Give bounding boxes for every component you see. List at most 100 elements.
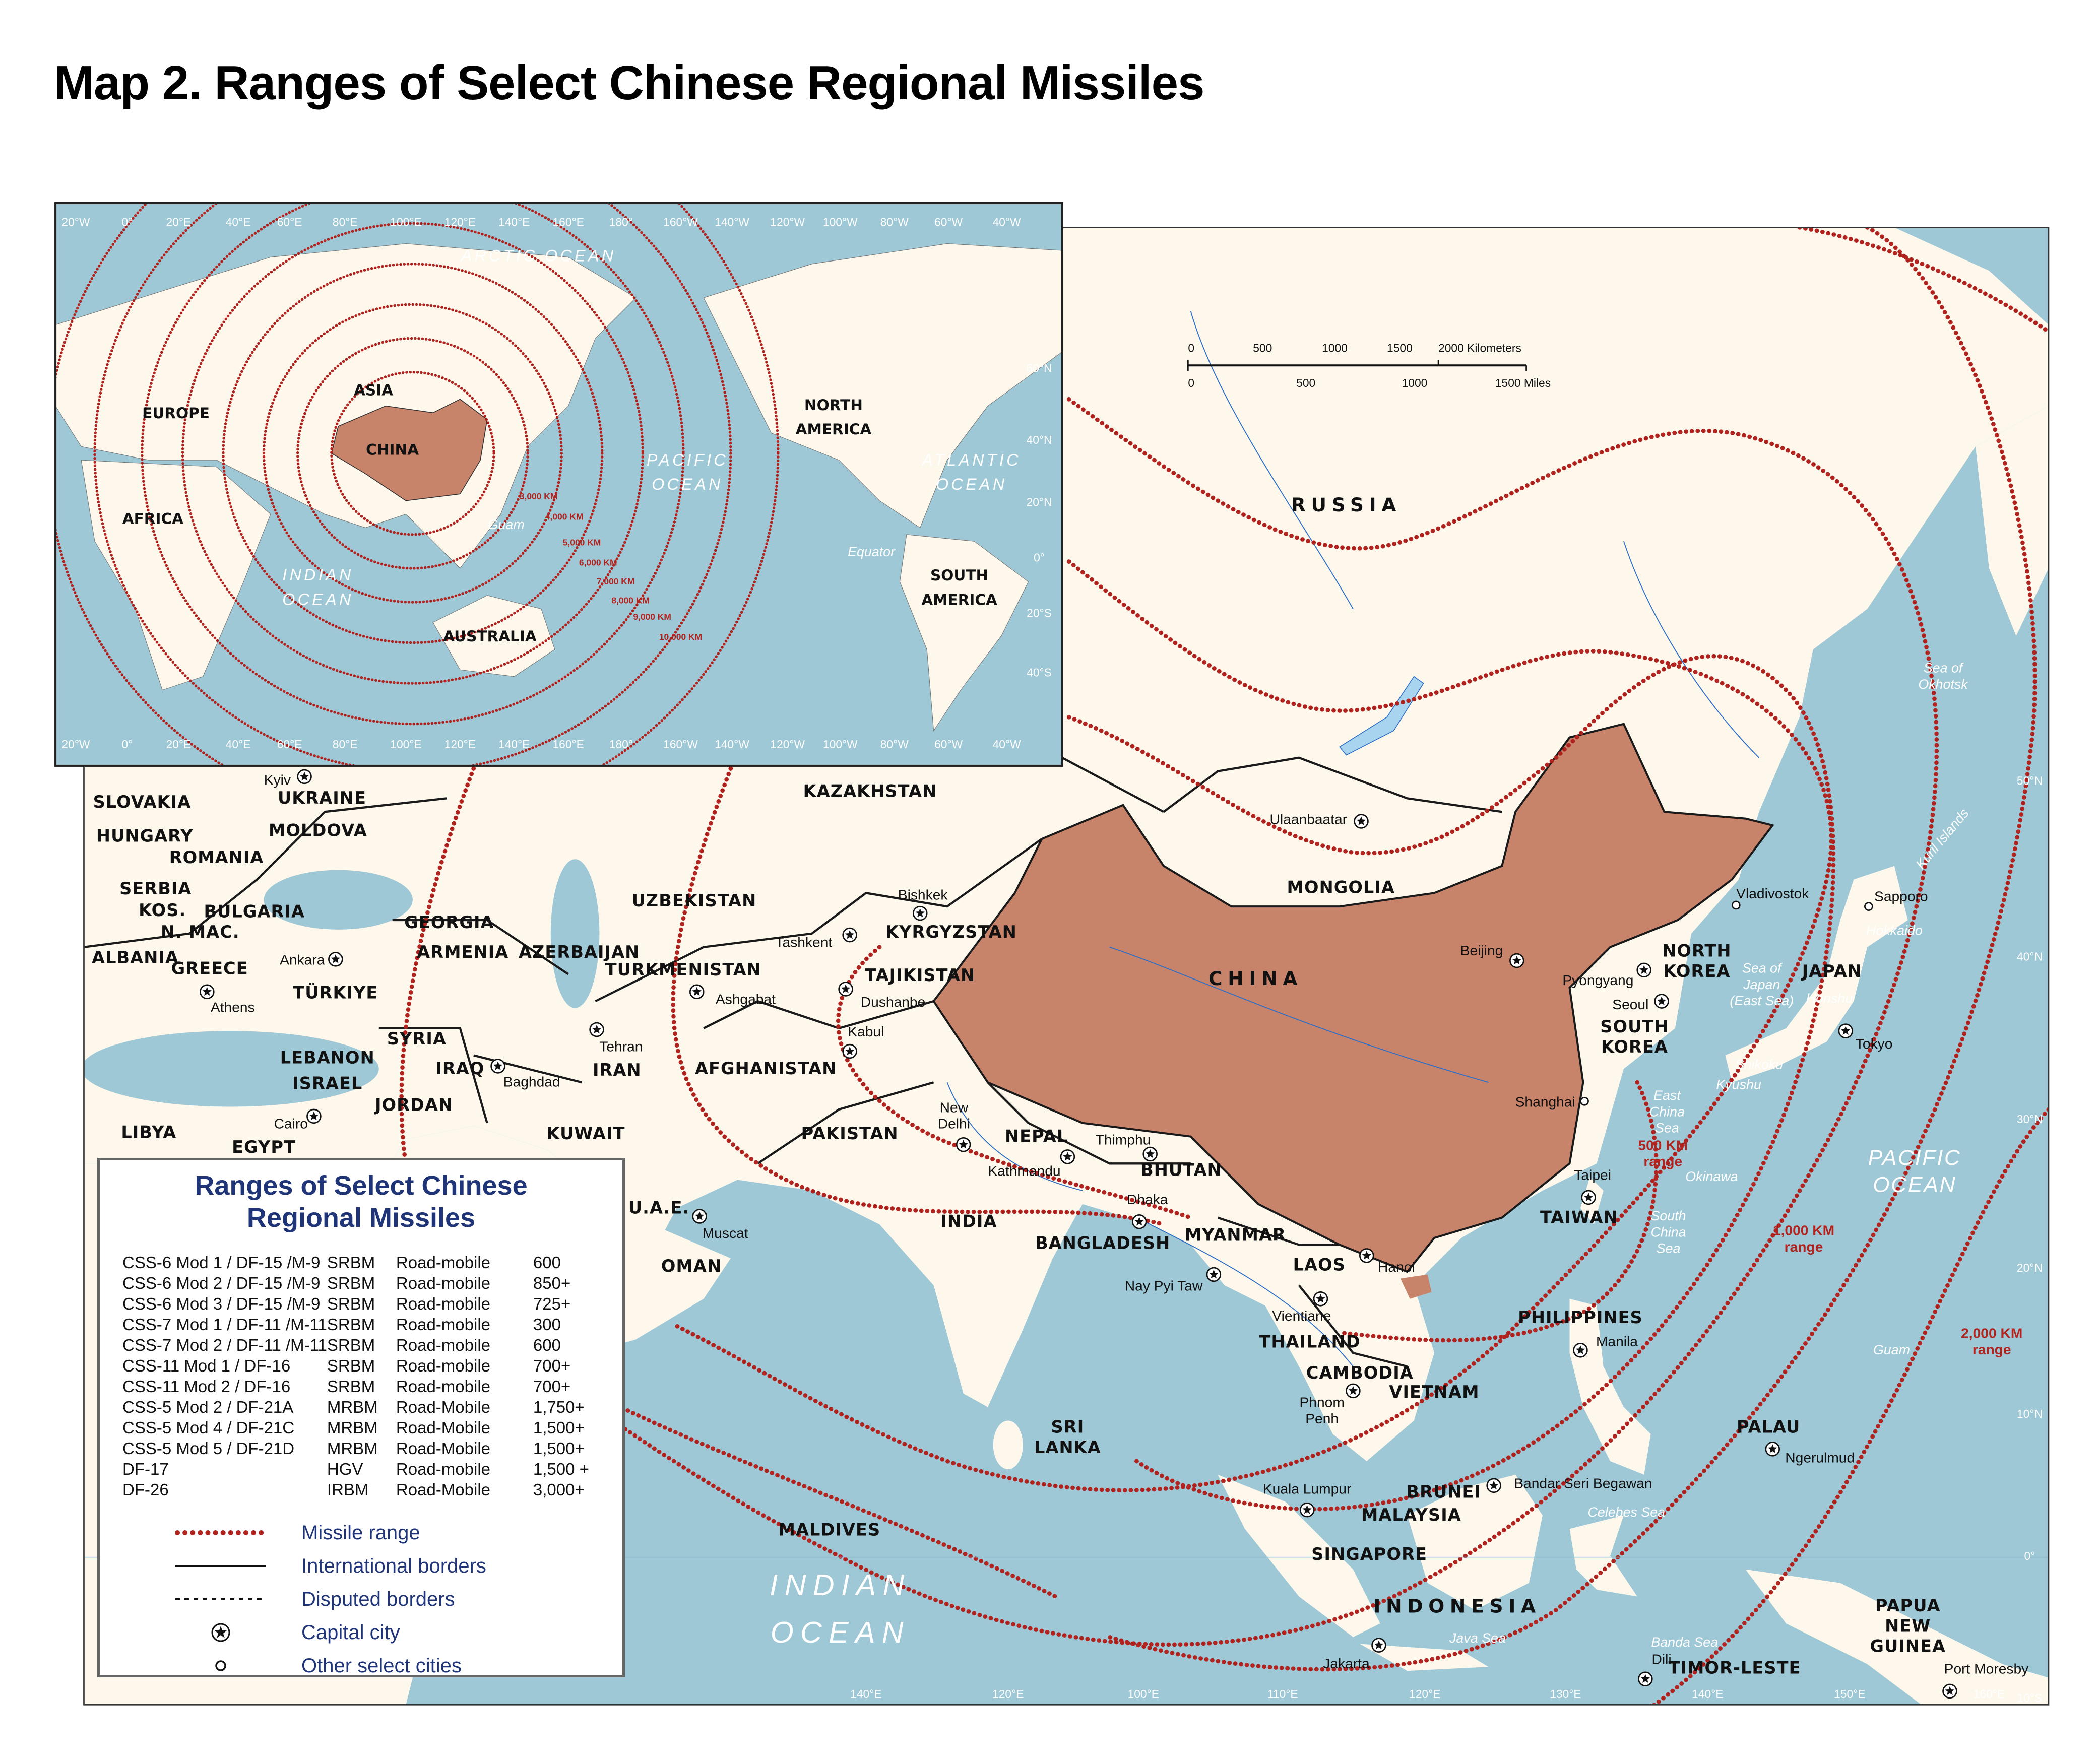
lake-baikal xyxy=(1339,676,1424,756)
city-circle-icon xyxy=(1731,900,1741,910)
legend-title: Ranges of Select Chinese Regional Missile… xyxy=(100,1169,622,1234)
inset-longitude-tick: 60°E xyxy=(277,216,302,229)
inset-longitude-tick: 60°W xyxy=(934,216,963,229)
legend-key-label: Missile range xyxy=(301,1521,420,1544)
inset-latitude-tick: 0° xyxy=(1034,551,1045,564)
missile-row: CSS-6 Mod 2 / DF-15 /M-9 SRBM Road-mobile 8… xyxy=(122,1273,589,1293)
missile-name: CSS-6 Mod 2 / DF-15 /M-9 xyxy=(122,1274,321,1292)
country-label: EGYPT xyxy=(232,1137,296,1157)
range-arc-1750km xyxy=(674,559,1833,1492)
country-label: JAPAN xyxy=(1801,961,1862,981)
country-label: IRAN xyxy=(593,1060,642,1080)
capital-star-icon xyxy=(299,771,309,781)
country-label: ISRAEL xyxy=(292,1074,362,1093)
country-label: HUNGARY xyxy=(96,826,194,845)
country-label: BULGARIA xyxy=(204,902,305,922)
capital-city-label: Cairo xyxy=(274,1115,308,1131)
sri-lanka-land xyxy=(993,1420,1023,1470)
missile-basing: Road-mobile xyxy=(396,1253,490,1272)
international-borders xyxy=(84,756,1502,1368)
capital-star-icon xyxy=(331,954,341,963)
sumatra-land xyxy=(1218,1474,1380,1638)
country-label: KYRGYZSTAN xyxy=(885,922,1017,942)
international-border-line xyxy=(175,1563,266,1569)
country-label: LAOS xyxy=(1293,1255,1346,1274)
legend-title-line1: Ranges of Select Chinese xyxy=(195,1170,528,1201)
capital-star-icon xyxy=(845,930,855,939)
capital-star-icon xyxy=(841,984,851,993)
capital-city-label: Hanoi xyxy=(1378,1259,1415,1275)
country-label: NEPAL xyxy=(1005,1126,1068,1146)
inset-longitude-tick: 100°E xyxy=(390,738,421,751)
missile-name: CSS-11 Mod 2 / DF-16 xyxy=(122,1377,291,1396)
range-arc-3000km xyxy=(1797,227,2049,334)
sea-label: Kyushu xyxy=(1716,1077,1761,1092)
missile-basing: Road-mobile xyxy=(396,1294,490,1313)
country-label: ALBANIA xyxy=(92,948,179,967)
country-label: AZERBAIJAN xyxy=(519,942,640,962)
inset-range-label: 6,000 KM xyxy=(579,558,617,568)
country-label: JORDAN xyxy=(374,1095,453,1115)
city-label: Sapporo xyxy=(1874,888,1928,904)
scale-km-label: 1500 xyxy=(1387,341,1413,354)
missile-class: MRBM xyxy=(327,1398,378,1416)
country-label: PALAU xyxy=(1737,1417,1800,1437)
inset-longitude-tick: 80°W xyxy=(880,738,909,751)
legend-keys: Missile range International borders Disput… xyxy=(100,1516,622,1682)
legend-key-label: Capital city xyxy=(301,1621,400,1644)
latitude-tick: 30°N xyxy=(2017,1113,2043,1126)
inset-longitude-tick: 0° xyxy=(121,738,133,751)
missile-name: CSS-5 Mod 4 / DF-21C xyxy=(122,1418,295,1437)
missile-class: SRBM xyxy=(327,1315,375,1334)
inset-longitude-tick: 180° xyxy=(609,738,633,751)
sea-of-okhotsk xyxy=(1847,609,2049,799)
inset-longitude-tick: 100°W xyxy=(823,216,858,229)
inset-longitude-tick: 60°E xyxy=(277,738,302,751)
missile-name: CSS-6 Mod 3 / DF-15 /M-9 xyxy=(122,1294,321,1313)
island-label-guam: Guam xyxy=(1873,1342,1910,1357)
capital-city-label: Phnom Penh xyxy=(1300,1394,1345,1426)
country-label-taiwan: TAIWAN xyxy=(1540,1207,1618,1227)
missile-range-line xyxy=(175,1528,266,1538)
country-label: IRAQ xyxy=(435,1059,484,1078)
capital-city-label: Nay Pyi Taw xyxy=(1125,1278,1203,1294)
main-map-frame xyxy=(83,226,2050,1706)
inset-latitude-tick: 20°N xyxy=(1027,495,1052,508)
sea-label: Celebes Sea xyxy=(1587,1505,1665,1520)
missile-row: CSS-7 Mod 2 / DF-11 /M-11 SRBM Road-mobile… xyxy=(122,1335,589,1355)
longitude-tick: 150°E xyxy=(1834,1687,1865,1701)
country-label: KOS. xyxy=(139,900,186,920)
inset-longitude-tick: 180° xyxy=(609,216,633,229)
capital-star-icon xyxy=(1640,1674,1650,1683)
missile-row: CSS-7 Mod 1 / DF-11 /M-11 SRBM Road-mobile… xyxy=(122,1314,589,1335)
legend-panel: Ranges of Select Chinese Regional Missile… xyxy=(97,1158,625,1677)
capital-city-label: New Delhi xyxy=(938,1099,970,1131)
missile-class: HGV xyxy=(327,1460,363,1478)
philippines-land xyxy=(1569,1298,1651,1475)
capital-city-label: Muscat xyxy=(703,1225,748,1241)
capital-city-label: Manila xyxy=(1596,1333,1638,1349)
inset-longitude-tick: 160°W xyxy=(663,216,698,229)
missile-basing: Road-Mobile xyxy=(396,1439,490,1458)
inset-range-label: 10,000 KM xyxy=(659,632,702,642)
capital-star-icon xyxy=(1134,1217,1144,1226)
inset-world-map: 20°W 20°W 0° 0° 20°E 20°E 40°E 40°E 60°E 60°E 80°E… xyxy=(54,202,1063,767)
capital-city-label: Seoul xyxy=(1612,996,1648,1012)
legend-key: Capital city xyxy=(175,1616,622,1649)
missile-name: CSS-11 Mod 1 / DF-16 xyxy=(122,1356,291,1375)
capital-city-label: Kyiv xyxy=(264,772,291,788)
capital-star-icon xyxy=(692,987,702,996)
capital-city-label: Bandar Seri Begawan xyxy=(1514,1475,1652,1491)
china-territory xyxy=(932,723,1774,1273)
inset-longitude-tick: 160°E xyxy=(552,738,584,751)
inset-label-indian: INDIAN OCEAN xyxy=(282,566,353,608)
inset-longitude-tick: 100°E xyxy=(390,216,421,229)
sea-label: Java Sea xyxy=(1449,1630,1506,1646)
range-arc-1000km xyxy=(1066,654,1836,1512)
scale-miles-label: 0 xyxy=(1188,376,1194,389)
country-label: TÜRKIYE xyxy=(293,983,378,1003)
capital-star-icon xyxy=(845,1046,855,1056)
missile-range-km: 1,500 + xyxy=(533,1460,589,1478)
capital-city-label: Bishkek xyxy=(898,887,948,903)
